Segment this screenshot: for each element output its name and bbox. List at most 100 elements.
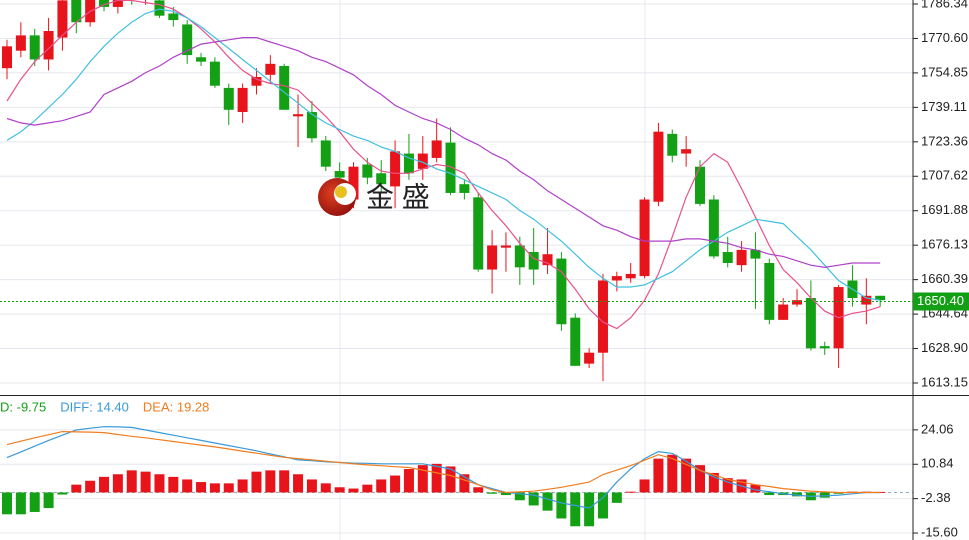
macd-bar	[334, 487, 345, 493]
macd-bar	[639, 479, 650, 493]
candle-body	[251, 76, 262, 86]
candle-body	[293, 114, 304, 117]
y-tick-label: 1723.36	[921, 133, 968, 148]
candle-body	[722, 252, 733, 263]
candle-body	[653, 131, 664, 202]
candle-body	[556, 258, 567, 325]
candle-body	[861, 295, 872, 305]
legend-entry: DEA: 19.28	[143, 399, 210, 414]
candle-body	[528, 252, 539, 270]
candle-body	[681, 149, 692, 154]
candle-body	[403, 153, 414, 174]
macd-bar	[29, 492, 40, 512]
macd-bar	[320, 483, 331, 493]
macd-bar	[792, 492, 803, 497]
macd-bar	[140, 471, 151, 493]
macd-bar	[556, 492, 567, 519]
macd-bar	[722, 478, 733, 493]
candle-body	[764, 262, 775, 320]
macd-bar	[653, 458, 664, 493]
candle-body	[99, 0, 110, 7]
candle-body	[819, 346, 830, 349]
last-price-tag	[913, 292, 969, 311]
indicator-line	[6, 37, 881, 269]
candle-body	[459, 184, 470, 193]
candle-body	[348, 166, 359, 200]
y-tick-label: 1739.11	[921, 99, 967, 114]
candle-body	[196, 57, 207, 62]
macd-bar	[306, 479, 317, 493]
candle-body	[695, 166, 705, 204]
candle-body	[514, 245, 525, 268]
legend-entry: D: -9.75	[0, 399, 46, 414]
macd-bar	[362, 484, 373, 493]
y-tick-label: 1770.60	[921, 30, 968, 45]
y-tick-label: 1786.34	[921, 0, 968, 10]
macd-bar	[473, 487, 484, 493]
macd-bar	[279, 470, 290, 493]
macd-bar	[708, 472, 719, 493]
macd-bar	[417, 465, 428, 493]
candle-body	[611, 276, 622, 281]
macd-bar	[819, 492, 830, 498]
candle-body	[417, 153, 428, 169]
indicator-line	[6, 430, 881, 494]
macd-bar	[611, 492, 622, 503]
macd-bar	[445, 466, 456, 493]
candle-body	[57, 0, 68, 38]
candle-body	[736, 249, 747, 266]
y-tick-label: 1754.85	[921, 64, 968, 79]
macd-bar	[112, 474, 123, 493]
watermark-text: 金 盛	[366, 181, 430, 212]
macd-bar	[71, 484, 82, 493]
macd-bar	[209, 483, 220, 493]
candle-body	[750, 249, 761, 259]
y-tick-label: 1628.90	[921, 340, 968, 355]
macd-bar	[85, 480, 96, 493]
macd-bar	[182, 479, 193, 493]
macd-bar	[528, 492, 539, 506]
candle-body	[584, 352, 595, 364]
y-tick-label: 1676.13	[921, 237, 968, 252]
candle-body	[708, 199, 719, 257]
macd-bar	[2, 492, 12, 515]
candle-body	[487, 245, 498, 270]
candle-body	[445, 142, 456, 193]
candle-body	[237, 87, 248, 112]
candle-body	[792, 300, 803, 305]
indicator-line	[6, 0, 881, 330]
macd-bar	[293, 474, 304, 493]
candle-body	[805, 297, 816, 349]
macd-bar	[15, 492, 26, 515]
macd-bar	[168, 476, 179, 493]
candle-body	[29, 35, 40, 60]
candle-body	[667, 133, 678, 156]
y-tick-label: 1660.39	[921, 271, 968, 286]
y-tick-label: 24.06	[921, 421, 954, 436]
macd-bar	[625, 491, 636, 493]
macd-bar	[514, 492, 525, 501]
macd-bar	[223, 483, 234, 493]
macd-bar	[154, 474, 165, 493]
macd-bar	[459, 474, 470, 493]
macd-bar	[348, 488, 359, 493]
macd-bar	[570, 492, 581, 527]
macd-bar	[764, 492, 775, 496]
macd-bar	[237, 479, 248, 493]
candle-body	[473, 197, 484, 270]
macd-panel	[0, 397, 913, 540]
macd-bar	[265, 470, 276, 493]
macd-bar	[542, 492, 553, 511]
candle-body	[15, 35, 26, 51]
macd-bar	[196, 482, 207, 493]
y-tick-label: 1707.62	[921, 168, 968, 183]
candle-body	[71, 0, 82, 23]
candle-body	[265, 63, 276, 75]
macd-bar	[126, 470, 137, 493]
candle-body	[570, 317, 581, 366]
price-panel	[0, 0, 913, 395]
macd-bar	[57, 492, 68, 495]
candle-body	[542, 254, 553, 266]
macd-bar	[833, 492, 844, 494]
